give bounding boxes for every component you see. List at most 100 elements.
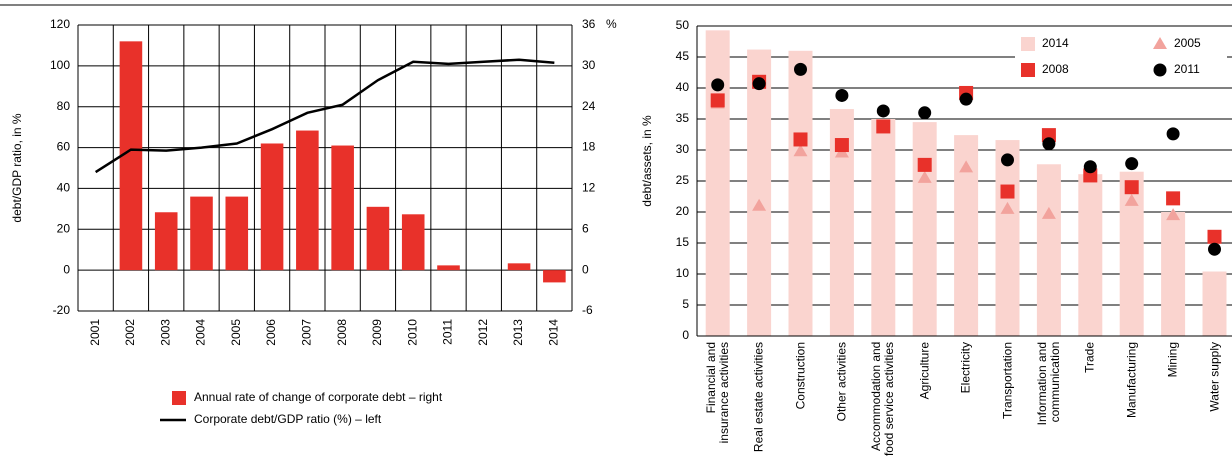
circle-marker (835, 88, 849, 102)
bar (331, 145, 354, 271)
legend-label: Annual rate of change of corporate debt … (194, 390, 443, 404)
triangle-marker (959, 160, 974, 173)
y-tick-label: -20 (53, 303, 71, 317)
x-tick-label: 2011 (441, 319, 455, 345)
legend-label: 2014 (1042, 36, 1069, 50)
square-marker (1000, 184, 1015, 199)
x-tick-label: Transportation (1000, 342, 1014, 419)
y-tick-label: 0 (682, 328, 689, 342)
legend-swatch (1153, 63, 1167, 77)
bar (190, 196, 213, 271)
triangle-marker (1041, 206, 1056, 219)
x-tick-label: 2009 (370, 319, 384, 346)
bar (119, 41, 143, 271)
x-tick-label: Mining (1165, 342, 1180, 378)
y2-tick-label: -6 (582, 303, 593, 317)
y-tick-label: 5 (682, 297, 689, 311)
y2-tick-label: 30 (582, 58, 596, 72)
x-tick-label: Information and communication (1034, 342, 1062, 426)
legend-box (1015, 31, 1227, 83)
square-marker (793, 132, 808, 147)
line (94, 58, 555, 174)
y-tick-label: 45 (676, 49, 690, 63)
triangle-marker (917, 170, 932, 183)
y-tick-label: 20 (676, 204, 690, 218)
y2-axis-label: % (606, 17, 617, 31)
bar (260, 143, 284, 271)
bar (747, 49, 772, 337)
bar (1202, 271, 1227, 336)
x-tick-label: Other activities (834, 342, 849, 422)
y-tick-label: 20 (57, 221, 71, 235)
bar (366, 206, 390, 271)
x-tick-label: 2003 (158, 319, 172, 346)
x-tick-label: 2010 (405, 319, 419, 346)
y-axis-label: debt/GDP ratio, in % (10, 113, 24, 222)
y-tick-label: 10 (676, 266, 690, 280)
circle-marker (1083, 160, 1097, 174)
circle-marker (794, 62, 807, 76)
y-tick-label: 100 (50, 58, 70, 72)
x-tick-label: Construction (793, 342, 807, 410)
x-tick-label: 2006 (264, 319, 278, 346)
bar (1036, 164, 1061, 336)
x-tick-label: 2014 (547, 319, 561, 346)
legend-label: Corporate debt/GDP ratio (%) – left (194, 412, 382, 426)
x-tick-label: 2001 (88, 319, 102, 346)
legend-label: 2008 (1042, 62, 1069, 76)
bar (912, 122, 937, 336)
circle-marker (876, 104, 890, 118)
x-tick-label: 2004 (194, 319, 208, 346)
bar (225, 196, 249, 271)
circle-marker (1042, 137, 1056, 151)
circle-marker (959, 92, 973, 106)
y-axis-label: debt/assets, in % (640, 115, 654, 207)
bar (296, 130, 319, 271)
x-tick-label: 2007 (300, 319, 314, 346)
y-tick-label: 50 (676, 18, 690, 32)
bar (507, 263, 531, 271)
x-tick-label: Financial and insurance activities (703, 342, 731, 444)
x-tick-label: Trade (1082, 342, 1097, 373)
y2-tick-label: 6 (582, 221, 589, 235)
y-tick-label: 15 (676, 235, 690, 249)
x-tick-label: 2013 (511, 319, 525, 346)
bar (995, 140, 1020, 336)
x-tick-label: Accommodation and food service activitie… (869, 342, 897, 457)
legend-label: 2005 (1174, 36, 1201, 50)
square-marker (1207, 229, 1222, 244)
y-tick-label: 40 (676, 80, 690, 94)
legend-swatch (1021, 63, 1035, 77)
y2-tick-label: 24 (582, 99, 596, 113)
bar (543, 270, 566, 283)
bar (401, 214, 425, 271)
y-tick-label: 30 (676, 142, 690, 156)
bar (1078, 174, 1103, 336)
x-tick-label: Manufacturing (1124, 342, 1139, 419)
legend-label: 2011 (1174, 62, 1200, 76)
y2-tick-label: 18 (582, 140, 596, 154)
bar (437, 265, 460, 271)
triangle-marker (1000, 201, 1015, 214)
circle-marker (1001, 153, 1014, 167)
x-tick-label: 2002 (123, 319, 137, 346)
legend-swatch (1153, 37, 1167, 49)
circle-marker (711, 78, 725, 92)
circle-marker (1125, 157, 1139, 171)
square-marker (710, 93, 725, 108)
y-tick-label: 60 (57, 140, 71, 154)
y-tick-label: 0 (63, 262, 70, 276)
triangle-marker (793, 144, 808, 157)
x-tick-label: 2012 (476, 319, 490, 346)
x-tick-label: Real estate activities (751, 342, 766, 453)
square-marker (834, 138, 849, 153)
x-tick-label: Electricity (958, 342, 973, 394)
circle-marker (1166, 127, 1180, 141)
y-tick-label: 80 (57, 99, 71, 113)
circle-marker (918, 106, 932, 120)
triangle-marker (752, 198, 767, 211)
y2-tick-label: 36 (582, 17, 596, 31)
square-marker (876, 119, 891, 134)
